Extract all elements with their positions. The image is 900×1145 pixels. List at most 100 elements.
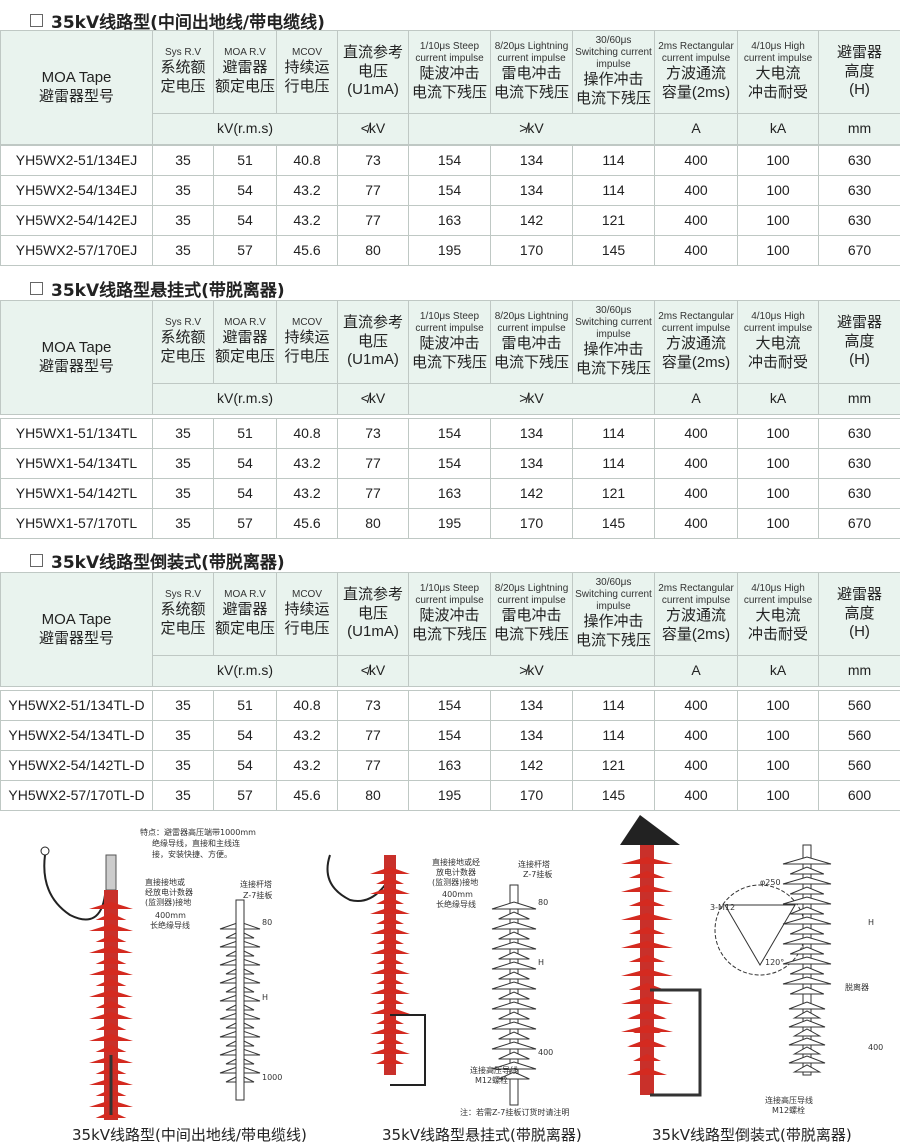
shed — [492, 982, 536, 989]
unit-cell: kV(r.m.s) — [153, 114, 338, 145]
column-header-cn: 冲击耐受 — [738, 84, 818, 103]
value-cell: 121 — [573, 751, 655, 781]
column-header-cn: (U1mA) — [338, 351, 408, 370]
column-header-cn: 避雷器 — [214, 59, 276, 78]
value-cell: 170 — [491, 236, 573, 266]
shed — [794, 1011, 819, 1018]
column-header-cn: 定电压 — [153, 78, 213, 97]
shed — [376, 997, 404, 1004]
column-header-cn: 电流下残压 — [491, 626, 572, 645]
value-cell: 170 — [491, 781, 573, 811]
feature-note-line: 特点：避雷器高压端带1000mm — [140, 827, 256, 837]
shed — [790, 947, 824, 954]
value-cell: 43.2 — [277, 751, 338, 781]
svg-text:(监测器)接地: (监测器)接地 — [145, 897, 191, 907]
section-title: 35kV线路型倒装式(带脱离器) — [30, 548, 285, 573]
value-cell: 35 — [153, 449, 214, 479]
feature-note-line: 接，安装快捷、方便。 — [152, 849, 232, 859]
column-header-en: 30/60μs Switching current impulse — [573, 35, 654, 71]
shed — [492, 942, 536, 949]
value-cell: 400 — [655, 419, 738, 449]
value-cell: 154 — [409, 721, 491, 751]
shed — [621, 885, 673, 892]
column-header-en: 30/60μs Switching current impulse — [573, 577, 654, 613]
footnote: 注：若需Z-7挂板订货时请注明 — [460, 1107, 569, 1117]
caption-suspension: 35kV线路型悬挂式(带脱离器) — [382, 1124, 582, 1145]
value-cell: 100 — [738, 419, 819, 449]
svg-text:80: 80 — [538, 898, 548, 907]
shed — [89, 946, 133, 953]
shed — [370, 1047, 410, 1054]
shed — [96, 1045, 127, 1052]
value-cell: 35 — [153, 479, 214, 509]
value-cell: 163 — [409, 751, 491, 781]
model-header-line: 避雷器型号 — [1, 88, 152, 107]
column-header-cn: 电流下残压 — [573, 632, 654, 651]
column-header-cn: 大电流 — [738, 607, 818, 626]
value-cell: 57 — [214, 781, 277, 811]
value-cell: 100 — [738, 751, 819, 781]
shed — [96, 979, 127, 986]
model-header-line: 避雷器型号 — [1, 630, 152, 649]
value-cell: 142 — [491, 751, 573, 781]
shed — [376, 1017, 404, 1024]
diagram-suspension: 直接接地或经 放电计数器 (监测器)接地 400mm 长绝缘导线 连接杆塔 Z-… — [300, 815, 600, 1120]
value-cell: 134 — [491, 146, 573, 176]
svg-text:长绝缘导线: 长绝缘导线 — [436, 899, 476, 909]
diagram-inverted: 3-M12 φ250 120° 脱离器 H 400 连接高压导线 M12螺栓 — [600, 815, 900, 1120]
shed — [633, 1054, 661, 1061]
shed — [370, 967, 410, 974]
shed — [376, 977, 404, 984]
unit-cell: kA — [738, 656, 819, 687]
svg-text:连接高压导线: 连接高压导线 — [765, 1095, 813, 1105]
value-cell: 134 — [491, 691, 573, 721]
column-header-cn: 电流下残压 — [573, 90, 654, 109]
column-header-cn: 容量(2ms) — [655, 84, 737, 103]
model-header-line: 避雷器型号 — [1, 358, 152, 377]
column-header-en: 2ms Rectangular current impulse — [655, 41, 737, 65]
value-cell: 45.6 — [277, 781, 338, 811]
column-header-cn: 电流下残压 — [491, 354, 572, 373]
model-cell: YH5WX2-54/142EJ — [1, 206, 153, 236]
shed — [629, 927, 665, 934]
value-cell: 73 — [338, 691, 409, 721]
column-header-en: MCOV — [277, 589, 337, 601]
svg-text:连接杆塔: 连接杆塔 — [240, 879, 272, 889]
value-cell: 100 — [738, 449, 819, 479]
shed — [376, 957, 404, 964]
value-cell: 154 — [409, 176, 491, 206]
value-cell: 40.8 — [277, 146, 338, 176]
svg-text:3-M12: 3-M12 — [710, 903, 735, 912]
value-cell: 114 — [573, 691, 655, 721]
column-header-cn: 直流参考 — [338, 44, 408, 63]
column-header-cn: 电流下残压 — [409, 626, 490, 645]
shed — [789, 1056, 825, 1063]
value-cell: 400 — [655, 146, 738, 176]
value-cell: 35 — [153, 781, 214, 811]
value-cell: 35 — [153, 206, 214, 236]
value-cell: 57 — [214, 236, 277, 266]
shed — [376, 897, 404, 904]
section-title-text: 35kV线路型悬挂式(带脱离器) — [51, 276, 285, 301]
model-cell: YH5WX2-54/134EJ — [1, 176, 153, 206]
value-cell: 134 — [491, 419, 573, 449]
value-cell: 100 — [738, 781, 819, 811]
column-header-cn: 操作冲击 — [573, 71, 654, 90]
shed — [89, 902, 133, 909]
column-header-cn: 大电流 — [738, 335, 818, 354]
model-cell: YH5WX2-57/170EJ — [1, 236, 153, 266]
value-cell: 670 — [819, 509, 900, 539]
value-cell: 400 — [655, 751, 738, 781]
